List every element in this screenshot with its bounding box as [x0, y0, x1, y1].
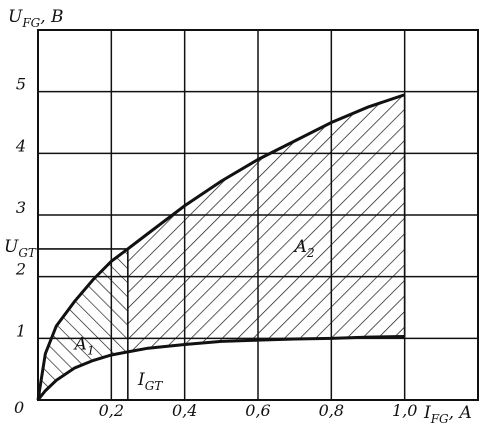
shaded-regions	[38, 94, 405, 400]
region-a1-label-sub: 1	[87, 343, 95, 357]
x-tick-label: 0,8	[319, 401, 344, 420]
i-gt-label: IGT	[137, 370, 163, 393]
region-a2-label: A2	[293, 237, 315, 260]
region-a2-hatch	[127, 94, 405, 352]
y-tick-label: 1	[16, 321, 26, 340]
y-axis-title: UFG, B	[8, 7, 64, 30]
series-lower-line	[36, 334, 405, 401]
origin-label: 0	[14, 398, 24, 417]
series-upper-line	[36, 93, 406, 401]
tick-labels: 0,2 0,4 0,6 0,8 1,0 1 2 3 4 5	[15, 75, 418, 420]
y-tick-label: 4	[15, 136, 26, 155]
region-a2-label-main: A	[293, 237, 307, 257]
region-a1-label: A1	[73, 334, 95, 357]
i-gt-label-main: I	[137, 370, 145, 390]
x-tick-label: 0,4	[172, 401, 197, 420]
series-curves	[36, 93, 406, 401]
region-a1-hatch	[38, 248, 128, 400]
x-tick-label: 1,0	[392, 401, 417, 420]
y-tick-label: 2	[15, 260, 26, 279]
x-axis-title-suffix: , A	[449, 403, 472, 423]
region-a1-label-main: A	[73, 334, 87, 354]
x-tick-label: 0,6	[245, 401, 270, 420]
x-axis-title: IFG, A	[423, 403, 472, 426]
x-axis-title-sub: FG	[430, 412, 449, 426]
u-gt-label-main: U	[4, 237, 19, 257]
y-axis-title-sub: FG	[21, 16, 40, 30]
plot-frame	[37, 29, 479, 401]
region-a2-label-sub: 2	[306, 246, 315, 260]
threshold-markers	[38, 248, 129, 400]
u-gt-label: UGT	[4, 237, 37, 260]
y-tick-label: 3	[16, 198, 26, 217]
x-axis-title-main: I	[423, 403, 431, 423]
y-tick-label: 5	[16, 75, 26, 94]
x-tick-label: 0,2	[99, 401, 124, 420]
u-gt-label-sub: GT	[18, 246, 37, 260]
y-axis-title-main: U	[8, 7, 23, 27]
y-axis-title-suffix: , B	[40, 7, 63, 27]
i-gt-label-sub: GT	[145, 379, 164, 393]
